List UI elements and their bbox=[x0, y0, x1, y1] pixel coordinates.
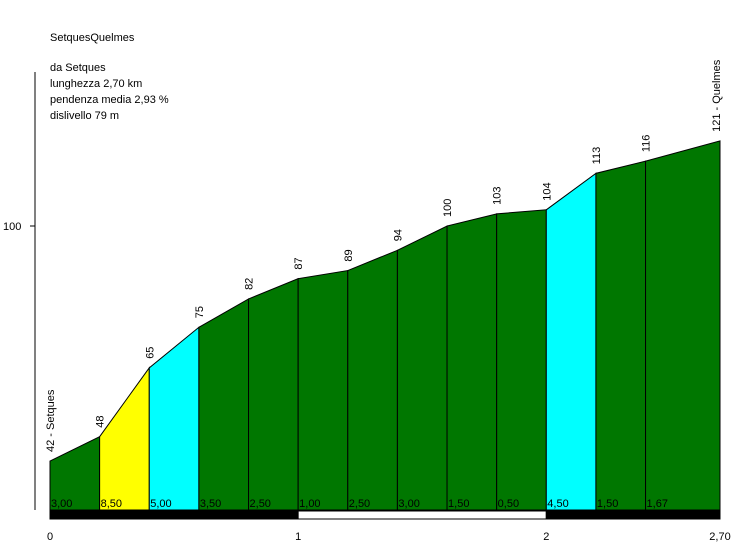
segment-gradient-label: 1,00 bbox=[299, 498, 320, 510]
km-scale-bar-segment bbox=[545, 510, 721, 520]
segment-gradient-label: 0,50 bbox=[498, 498, 519, 510]
segment-gradient-label: 3,50 bbox=[200, 498, 221, 510]
x-tick-label: 2 bbox=[543, 531, 549, 543]
elevation-label: 42 - Setques bbox=[45, 389, 57, 452]
profile-segment bbox=[396, 225, 448, 511]
elevation-label: 87 bbox=[293, 257, 305, 269]
segment-gradient-label: 4,50 bbox=[547, 498, 568, 510]
elevation-gain-label: dislivello 79 m bbox=[50, 110, 120, 122]
x-tick-label: 2,70 bbox=[709, 531, 730, 543]
segment-gradient-label: 2,50 bbox=[349, 498, 370, 510]
segment-gradient-label: 8,50 bbox=[101, 498, 122, 510]
profile-segment bbox=[645, 140, 721, 511]
segment-gradient-label: 1,67 bbox=[647, 498, 668, 510]
x-tick-label: 0 bbox=[47, 531, 53, 543]
segment-gradient-label: 1,50 bbox=[597, 498, 618, 510]
chart-title: SetquesQuelmes bbox=[50, 32, 135, 44]
elevation-label: 94 bbox=[392, 229, 404, 241]
profile-segment bbox=[446, 213, 498, 511]
elevation-label: 103 bbox=[492, 186, 504, 204]
km-scale-bar-segment bbox=[49, 510, 299, 520]
segment-gradient-label: 1,50 bbox=[448, 498, 469, 510]
elevation-label: 89 bbox=[343, 249, 355, 261]
elevation-label: 116 bbox=[641, 135, 653, 153]
elevation-label: 82 bbox=[244, 278, 256, 290]
elevation-label: 100 bbox=[442, 199, 454, 217]
elevation-label: 113 bbox=[591, 147, 603, 165]
profile-segment bbox=[545, 172, 597, 511]
profile-segment bbox=[248, 277, 299, 511]
elevation-label: 48 bbox=[95, 415, 107, 427]
x-tick-label: 1 bbox=[295, 531, 301, 543]
segment-gradient-label: 5,00 bbox=[150, 498, 171, 510]
y-tick-label: 100 bbox=[3, 221, 21, 233]
segment-gradient-label: 3,00 bbox=[51, 498, 72, 510]
elevation-label: 65 bbox=[144, 347, 156, 359]
profile-segment bbox=[99, 366, 150, 511]
elevation-label: 121 - Quelmes bbox=[711, 59, 723, 132]
profile-segment bbox=[198, 298, 250, 511]
elevation-label: 104 bbox=[541, 182, 553, 200]
average-gradient-label: pendenza media 2,93 % bbox=[50, 94, 169, 106]
length-label: lunghezza 2,70 km bbox=[50, 78, 143, 90]
profile-segment bbox=[148, 326, 200, 511]
profile-segment bbox=[595, 160, 647, 511]
km-scale-bar-segment bbox=[297, 510, 547, 520]
profile-segment bbox=[347, 249, 398, 511]
segment-gradient-label: 3,00 bbox=[398, 498, 419, 510]
elevation-label: 75 bbox=[194, 306, 206, 318]
segment-gradient-label: 2,50 bbox=[250, 498, 271, 510]
profile-segment bbox=[297, 269, 349, 511]
start-label: da Setques bbox=[50, 62, 106, 74]
profile-segment bbox=[496, 209, 547, 511]
